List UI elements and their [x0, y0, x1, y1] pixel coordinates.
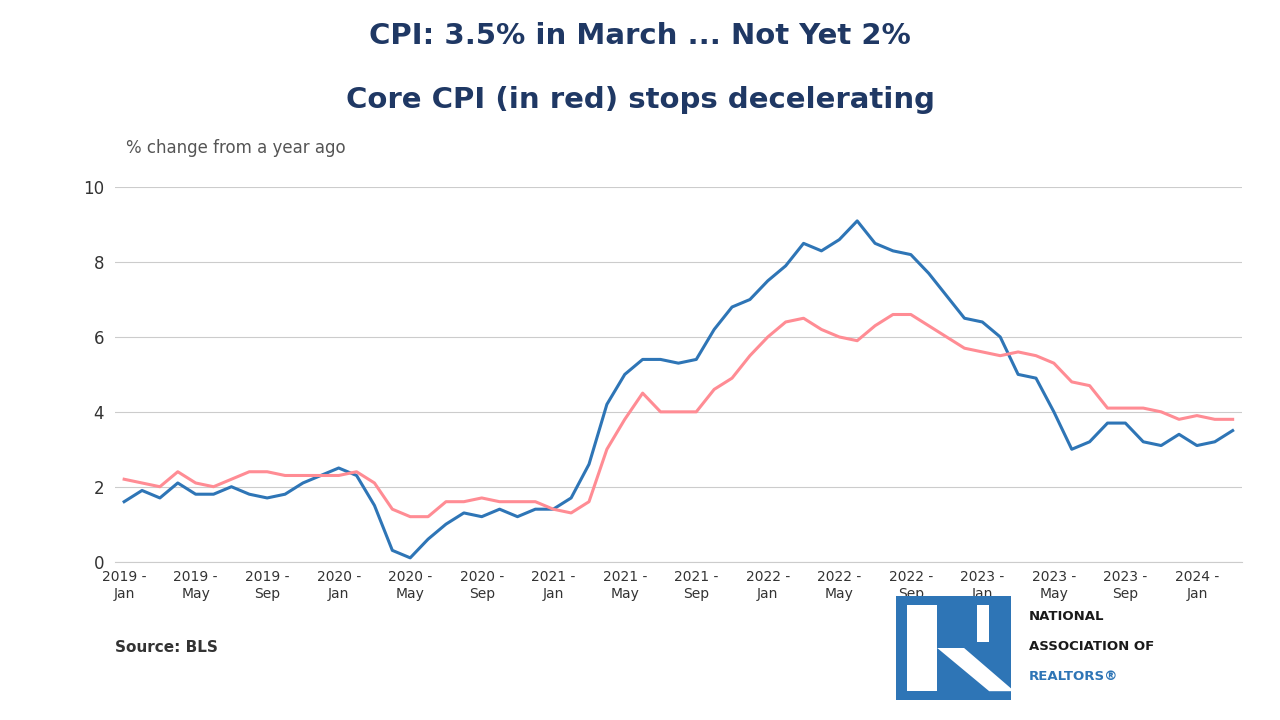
Bar: [896, 596, 1011, 700]
Text: CPI: 3.5% in March ... Not Yet 2%: CPI: 3.5% in March ... Not Yet 2%: [369, 22, 911, 50]
Text: Source: BLS: Source: BLS: [115, 641, 218, 655]
Bar: [906, 605, 937, 691]
Text: ASSOCIATION OF: ASSOCIATION OF: [1029, 640, 1153, 653]
Polygon shape: [937, 648, 1014, 691]
Text: REALTORS®: REALTORS®: [1029, 670, 1119, 683]
Bar: [937, 603, 977, 648]
Text: Core CPI (in red) stops decelerating: Core CPI (in red) stops decelerating: [346, 86, 934, 114]
Text: % change from a year ago: % change from a year ago: [127, 139, 346, 157]
Bar: [937, 605, 989, 642]
Text: NATIONAL: NATIONAL: [1029, 610, 1105, 623]
